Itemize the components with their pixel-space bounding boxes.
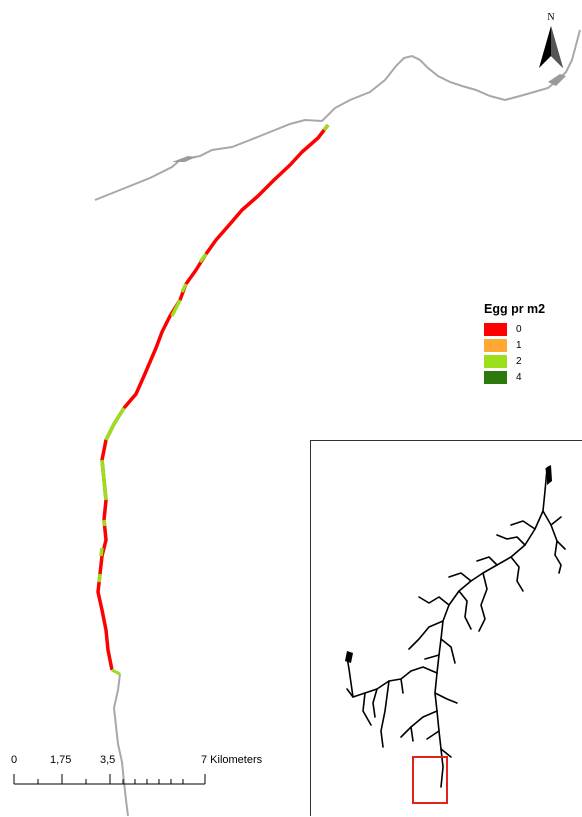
scale-label: 3,5 [100, 754, 116, 766]
main-river-channel [94, 29, 581, 201]
study-area-highlight-box [412, 756, 448, 804]
downstream-channel [112, 673, 129, 816]
scale-bar: 0 1,75 3,5 7 Kilometers [0, 750, 300, 810]
scale-label: 1,75 [50, 754, 72, 766]
surveyed-reach-2 [111, 668, 121, 676]
surveyed-reach-2 [170, 299, 182, 317]
overview-inset-map [310, 440, 582, 816]
surveyed-reach-0 [96, 123, 330, 671]
legend-label: 4 [516, 371, 522, 383]
legend-swatch [484, 322, 507, 336]
legend-label: 2 [516, 355, 522, 367]
legend-item: 2 [484, 353, 580, 369]
legend-swatch [484, 354, 507, 368]
scale-label: 7 Kilometers [201, 754, 263, 766]
surveyed-reach-2 [97, 573, 102, 583]
surveyed-reach-2 [180, 283, 188, 293]
legend-item: 1 [484, 337, 580, 353]
legend-title: Egg pr m2 [484, 302, 546, 316]
legend: Egg pr m2 0 1 2 4 [484, 302, 580, 385]
scale-bar-graphic [13, 774, 206, 785]
surveyed-reach-2 [100, 459, 108, 501]
surveyed-reach-2 [104, 407, 126, 441]
legend-item: 4 [484, 369, 580, 385]
surveyed-reach-2 [322, 123, 330, 132]
surveyed-reach-2 [99, 547, 104, 557]
scale-label: 0 [11, 754, 18, 766]
surveyed-reach-2 [102, 519, 107, 527]
legend-item: 0 [484, 321, 580, 337]
river-network-overview [345, 465, 566, 804]
surveyed-reach-2 [198, 252, 208, 264]
legend-swatch [484, 370, 507, 384]
river-lake-segment [548, 74, 566, 86]
legend-swatch [484, 338, 507, 352]
river-lake-segment [172, 156, 196, 162]
legend-label: 0 [516, 323, 522, 335]
north-arrow-icon [539, 26, 563, 68]
north-arrow: N [536, 12, 566, 70]
north-label: N [547, 12, 555, 23]
legend-label: 1 [516, 339, 522, 351]
